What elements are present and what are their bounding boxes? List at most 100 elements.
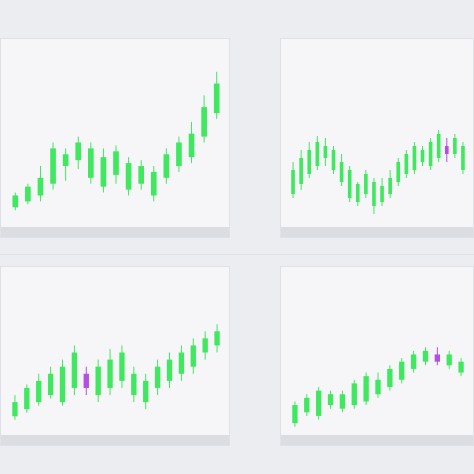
candle-body [201, 107, 207, 137]
chart-panel-4 [280, 266, 474, 446]
candle-15 [190, 338, 196, 374]
candle-11 [380, 178, 384, 206]
candle-body [95, 366, 101, 396]
chart-panel-1 [0, 38, 230, 238]
candle-1 [24, 384, 30, 413]
candle-body [12, 402, 18, 417]
candle-body [83, 373, 89, 388]
candle-10 [410, 350, 417, 373]
candle-body [138, 166, 145, 184]
candlestick-chart-4 [292, 347, 464, 427]
candle-9 [364, 170, 368, 198]
candle-body [420, 150, 425, 162]
candle-body [375, 379, 381, 395]
candle-7 [95, 359, 101, 403]
candle-body [399, 361, 405, 380]
candle-body [143, 380, 149, 403]
candle-8 [107, 348, 113, 396]
candle-1 [304, 394, 310, 416]
candle-10 [372, 178, 376, 214]
candle-body [25, 186, 31, 202]
candle-body [339, 162, 344, 182]
candle-body [410, 354, 417, 369]
candle-2 [36, 373, 42, 406]
candle-body [355, 184, 360, 202]
candle-6 [87, 142, 94, 184]
candle-body [372, 182, 376, 206]
candle-body [304, 397, 310, 413]
candle-body [347, 170, 352, 198]
candle-0 [12, 192, 19, 211]
candle-15 [412, 142, 417, 174]
candlestick-chart-2 [291, 130, 465, 214]
candle-5 [75, 136, 82, 169]
candle-body [50, 148, 56, 184]
candle-20 [453, 134, 457, 158]
candle-10 [131, 366, 137, 403]
candle-body [176, 142, 182, 167]
candle-14 [188, 121, 195, 164]
candle-3 [47, 366, 54, 399]
candle-5 [71, 345, 78, 396]
candle-9 [399, 358, 405, 384]
candle-18 [436, 130, 441, 162]
candle-5 [351, 379, 357, 409]
candle-body [292, 405, 298, 424]
candle-body [37, 177, 44, 196]
candle-body [444, 146, 449, 154]
candle-13 [446, 350, 452, 369]
candle-11 [422, 347, 429, 366]
candle-body [178, 352, 185, 374]
candle-16 [213, 71, 220, 119]
candle-3 [50, 142, 56, 190]
candle-8 [387, 365, 393, 391]
candle-body [364, 174, 368, 194]
candle-body [12, 195, 19, 208]
candle-body [404, 154, 409, 174]
candle-body [113, 151, 119, 175]
candle-1 [299, 150, 303, 190]
candle-11 [143, 373, 149, 410]
candle-1 [25, 183, 31, 205]
candle-body [434, 354, 441, 362]
candle-body [351, 383, 357, 406]
candle-body [107, 359, 113, 388]
candle-17 [214, 324, 220, 353]
chart-panel-3 [0, 266, 230, 446]
candle-body [213, 83, 220, 114]
candle-12 [388, 170, 392, 198]
candle-7 [100, 148, 107, 193]
candle-14 [178, 345, 185, 381]
candle-body [436, 134, 441, 158]
candle-body [412, 146, 417, 170]
candle-12 [154, 359, 161, 396]
candlestick-chart-3 [12, 324, 220, 420]
candle-body [59, 366, 66, 403]
candle-body [87, 148, 94, 178]
candle-body [396, 162, 401, 182]
candle-13 [176, 136, 182, 172]
candle-6 [83, 366, 89, 396]
candle-body [100, 157, 107, 187]
candle-body [323, 146, 328, 158]
candle-body [458, 361, 464, 373]
candle-body [36, 380, 42, 403]
candle-3 [315, 136, 320, 170]
candle-body [166, 359, 173, 381]
candle-2 [315, 387, 322, 420]
panel-2-footer [281, 227, 473, 237]
candle-16 [420, 146, 425, 166]
candle-body [315, 390, 322, 416]
candle-body [428, 142, 433, 166]
chart-panel-2 [280, 38, 474, 238]
row-divider [0, 254, 474, 255]
candle-6 [339, 154, 344, 186]
candle-2 [307, 142, 312, 178]
candle-14 [404, 150, 409, 178]
candle-0 [291, 162, 295, 198]
candle-body [307, 150, 312, 174]
candle-21 [461, 142, 465, 174]
candle-8 [113, 145, 119, 184]
candle-13 [166, 352, 173, 388]
candle-0 [292, 401, 298, 427]
